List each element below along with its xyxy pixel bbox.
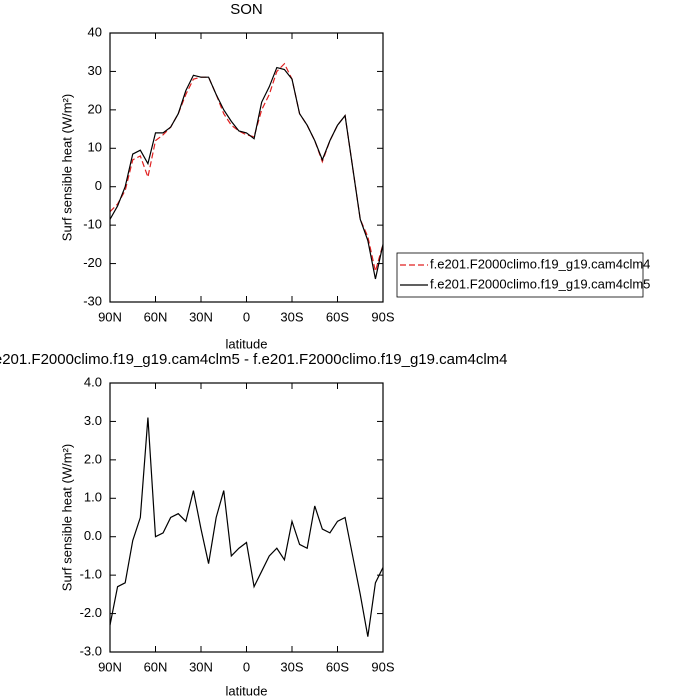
y-tick-label: 0.0 [84,528,102,543]
y-tick-label: 0 [95,178,102,193]
x-tick-label: 90S [371,659,394,674]
x-tick-label: 0 [243,659,250,674]
x-tick-label: 90N [98,659,122,674]
y-axis-label: Surf sensible heat (W/m²) [59,444,74,591]
x-tick-label: 30S [280,659,303,674]
x-tick-label: 60S [326,309,349,324]
plot-frame [109,382,384,653]
legend-box [396,252,644,298]
legend-label: f.e201.F2000climo.f19_g19.cam4clm5 [430,276,650,291]
y-tick-label: -3.0 [80,643,102,658]
legend-label: f.e201.F2000climo.f19_g19.cam4clm4 [430,256,650,271]
y-tick-label: 4.0 [84,374,102,389]
y-tick-label: 20 [88,101,102,116]
y-tick-label: -30 [83,293,102,308]
chart-title: SON [230,1,263,18]
y-tick-label: -10 [83,217,102,232]
x-tick-label: 0 [243,309,250,324]
x-tick-label: 90S [371,309,394,324]
data-line [109,417,384,637]
x-tick-label: 60N [144,309,168,324]
x-axis-label: latitude [226,683,268,698]
data-line [109,62,384,272]
x-tick-label: 30S [280,309,303,324]
x-tick-label: 60S [326,659,349,674]
y-tick-label: -2.0 [80,605,102,620]
plot-frame [109,32,384,303]
x-tick-label: 30N [189,309,213,324]
x-tick-label: 30N [189,659,213,674]
y-tick-label: 40 [88,24,102,39]
y-axis-label: Surf sensible heat (W/m²) [59,94,74,241]
y-tick-label: -1.0 [80,567,102,582]
y-tick-label: 30 [88,63,102,78]
data-line [109,66,384,280]
y-tick-label: 1.0 [84,490,102,505]
chart-title: f.e201.F2000climo.f19_g19.cam4clm5 - f.e… [0,351,507,368]
x-axis-label: latitude [226,336,268,351]
y-tick-label: 2.0 [84,451,102,466]
y-tick-label: -20 [83,255,102,270]
y-tick-label: 10 [88,140,102,155]
x-tick-label: 90N [98,309,122,324]
x-tick-label: 60N [144,659,168,674]
y-tick-label: 3.0 [84,413,102,428]
